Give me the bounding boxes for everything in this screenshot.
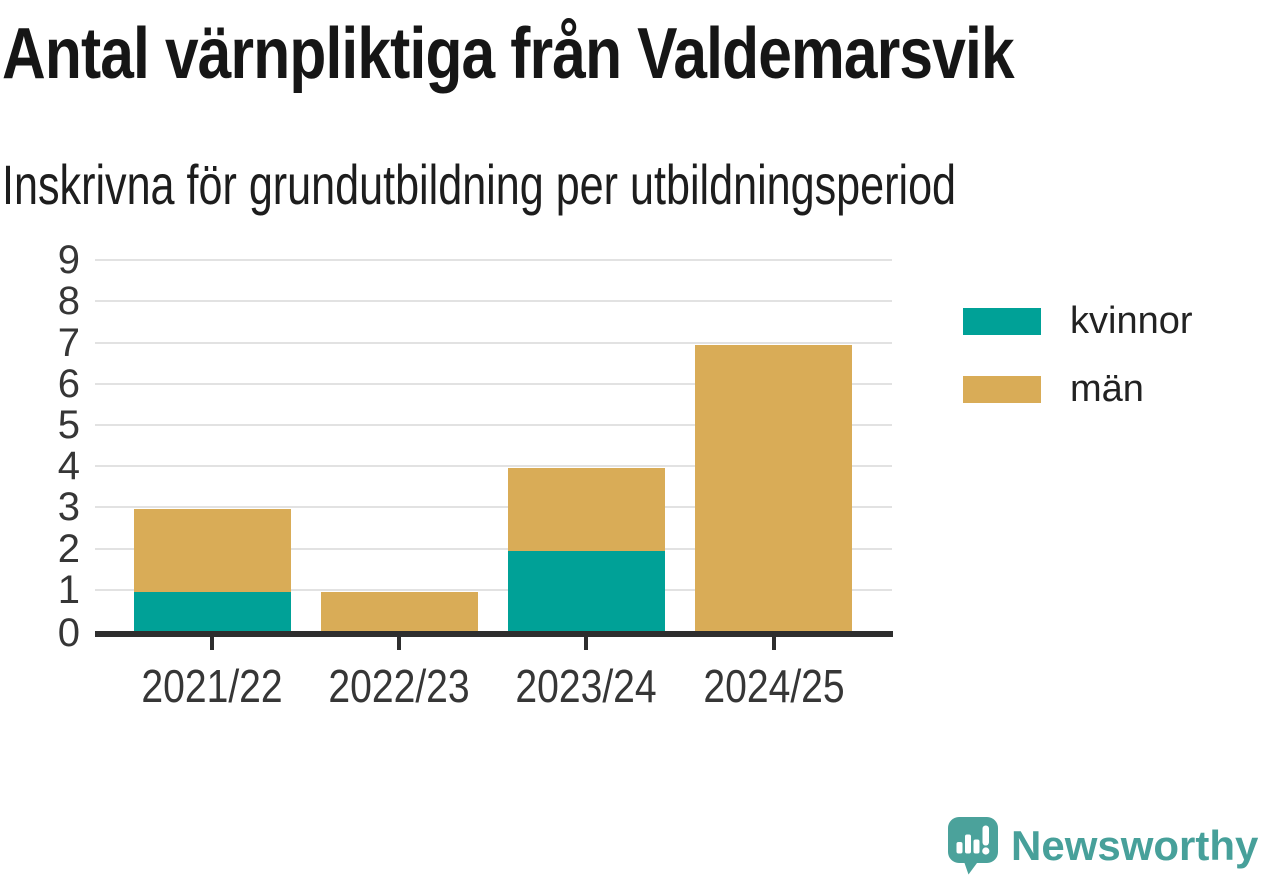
legend-item-kvinnor: kvinnor xyxy=(963,302,1193,340)
y-tick-label-8: 8 xyxy=(57,279,80,324)
gridline-2 xyxy=(95,547,892,550)
x-tick-2021-22 xyxy=(210,637,214,650)
legend-item-m-n: män xyxy=(963,370,1193,408)
x-tick-2023-24 xyxy=(584,637,588,650)
y-tick-label-7: 7 xyxy=(57,320,80,365)
x-tick-label-2023-24: 2023/24 xyxy=(515,660,657,712)
gridline-9 xyxy=(95,259,892,262)
legend: kvinnor män xyxy=(963,302,1193,408)
brand-footer: Newsworthy xyxy=(948,816,1258,876)
x-tick-label-2024-25: 2024/25 xyxy=(702,660,845,712)
chart-subtitle: Inskrivna för grundutbildning per utbild… xyxy=(2,153,957,216)
x-tick-2022-23 xyxy=(397,637,401,650)
bar-2021-22-m-n xyxy=(133,509,291,592)
y-tick-label-0: 0 xyxy=(57,611,80,655)
x-tick-label-2022-23: 2022/23 xyxy=(328,660,470,712)
y-tick-label-4: 4 xyxy=(57,444,80,489)
legend-swatch-kvinnor xyxy=(963,307,1041,335)
gridline-1 xyxy=(95,588,892,591)
x-tick-2024-25 xyxy=(771,637,776,650)
brand-name: Newsworthy xyxy=(1011,822,1259,869)
newsworthy-logo-icon xyxy=(948,817,998,875)
y-tick-label-5: 5 xyxy=(57,403,80,447)
gridline-5 xyxy=(95,424,892,426)
legend-label-m-n: män xyxy=(1070,368,1144,410)
legend-label-kvinnor: kvinnor xyxy=(1070,300,1193,342)
y-tick-label-3: 3 xyxy=(57,485,80,530)
bar-2021-22-kvinnor xyxy=(133,591,291,633)
legend-swatch-m-n xyxy=(963,375,1041,403)
gridline-4 xyxy=(95,465,892,468)
x-tick-label-2021-22: 2021/22 xyxy=(141,660,283,712)
y-tick-label-2: 2 xyxy=(57,526,80,571)
bar-2023-24-m-n xyxy=(507,468,665,551)
gridline-6 xyxy=(95,382,892,385)
gridline-8 xyxy=(95,300,892,303)
bar-2023-24-kvinnor xyxy=(507,550,665,633)
gridline-7 xyxy=(95,341,892,344)
bar-2024-25-m-n xyxy=(695,344,852,633)
y-tick-label-9: 9 xyxy=(57,238,80,283)
y-tick-label-1: 1 xyxy=(57,567,80,612)
bar-2022-23-m-n xyxy=(320,591,478,633)
y-tick-label-6: 6 xyxy=(57,361,80,406)
gridline-3 xyxy=(95,506,892,509)
x-axis-line xyxy=(95,631,893,637)
chart-title: Antal värnpliktiga från Valdemarsvik xyxy=(2,14,1015,94)
